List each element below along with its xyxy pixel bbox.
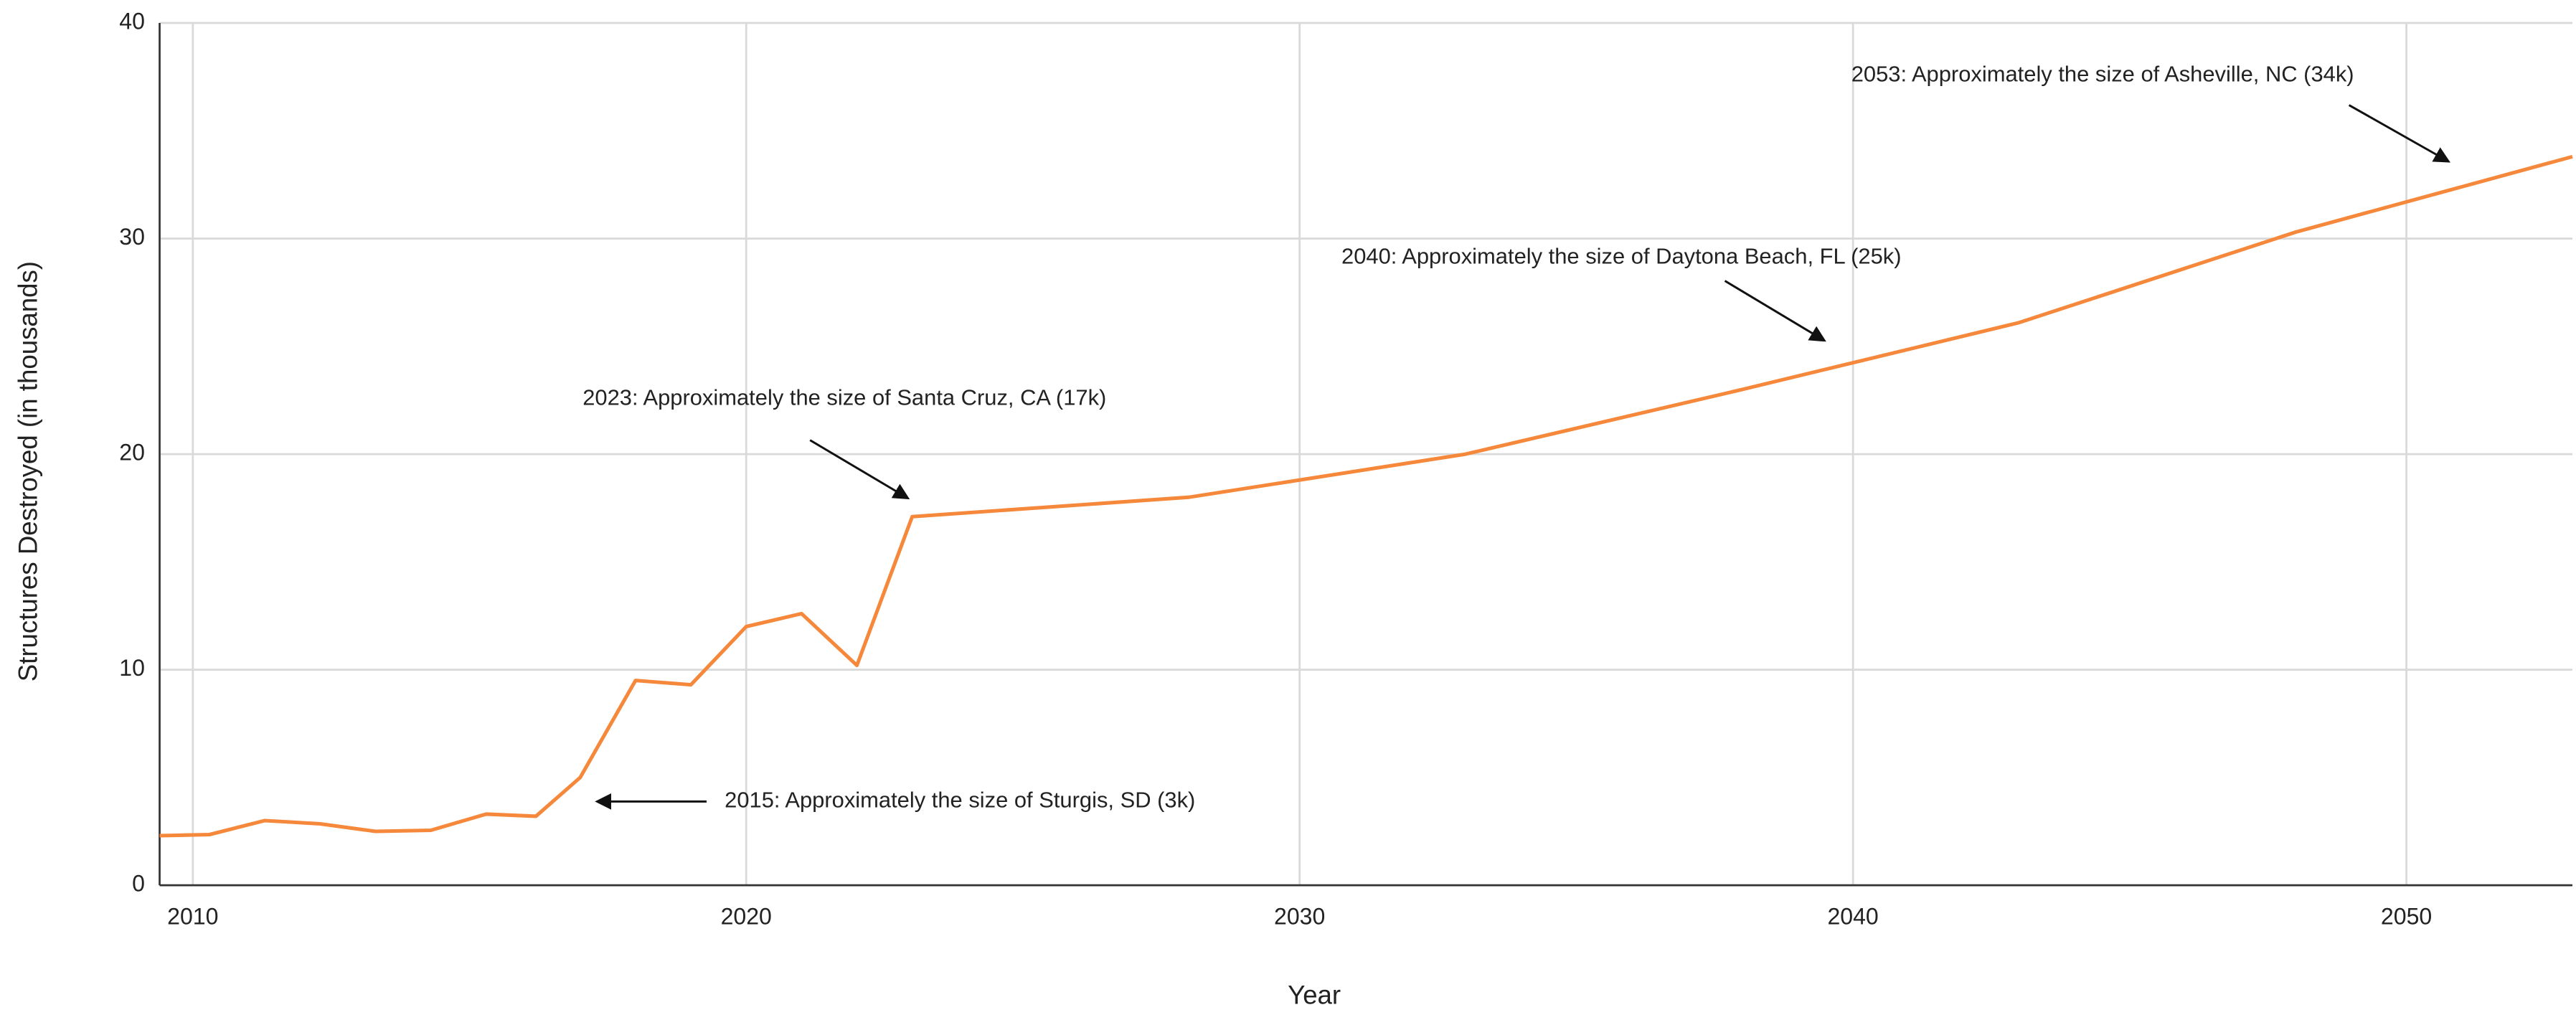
annotation: 2023: Approximately the size of Santa Cr… bbox=[582, 385, 1106, 410]
y-tick-label: 40 bbox=[119, 9, 145, 34]
annotation: 2040: Approximately the size of Daytona … bbox=[1341, 244, 1902, 269]
y-tick-label: 30 bbox=[119, 224, 145, 250]
x-tick-label: 2050 bbox=[2381, 903, 2432, 929]
x-tick-label: 2030 bbox=[1274, 903, 1325, 929]
x-axis-label: Year bbox=[1288, 980, 1341, 1009]
annotation-arrow bbox=[809, 439, 910, 500]
annotation: 2015: Approximately the size of Sturgis,… bbox=[725, 788, 1195, 813]
annotation-arrow bbox=[1724, 280, 1826, 342]
data-line bbox=[159, 154, 2573, 838]
annotation-arrow bbox=[2348, 104, 2450, 163]
x-tick-label: 2040 bbox=[1827, 903, 1878, 929]
y-tick-label: 20 bbox=[119, 440, 145, 466]
y-tick-label: 10 bbox=[119, 655, 145, 681]
y-tick-label: 0 bbox=[132, 871, 145, 897]
y-axis-label: Structures Destroyed (in thousands) bbox=[13, 261, 42, 681]
x-tick-label: 2020 bbox=[721, 903, 772, 929]
x-tick-label: 2010 bbox=[167, 903, 218, 929]
annotation: 2053: Approximately the size of Ashevill… bbox=[1851, 61, 2354, 86]
